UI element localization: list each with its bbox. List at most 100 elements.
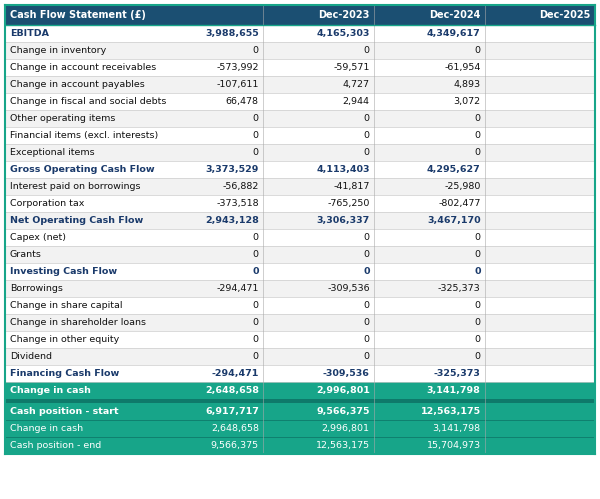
Text: Dec-2023: Dec-2023 bbox=[319, 10, 370, 20]
Text: 4,727: 4,727 bbox=[343, 80, 370, 89]
Text: 12,563,175: 12,563,175 bbox=[316, 441, 370, 450]
Text: 0: 0 bbox=[253, 46, 259, 55]
Text: -309,536: -309,536 bbox=[323, 369, 370, 378]
Text: Cash position - start: Cash position - start bbox=[10, 407, 119, 416]
Bar bbox=[5, 382, 595, 399]
Bar bbox=[5, 348, 595, 365]
Text: Borrowings: Borrowings bbox=[10, 284, 63, 293]
Bar bbox=[5, 246, 595, 263]
Text: 3,306,337: 3,306,337 bbox=[317, 216, 370, 225]
Text: -373,518: -373,518 bbox=[216, 199, 259, 208]
Bar bbox=[5, 195, 595, 212]
Text: -59,571: -59,571 bbox=[334, 63, 370, 72]
Bar bbox=[5, 5, 595, 25]
Text: Financing Cash Flow: Financing Cash Flow bbox=[10, 369, 119, 378]
Text: -765,250: -765,250 bbox=[328, 199, 370, 208]
Bar bbox=[5, 314, 595, 331]
Text: -294,471: -294,471 bbox=[211, 369, 259, 378]
Text: -802,477: -802,477 bbox=[438, 199, 481, 208]
Text: Capex (net): Capex (net) bbox=[10, 233, 66, 242]
Text: 0: 0 bbox=[364, 250, 370, 259]
Text: EBITDA: EBITDA bbox=[10, 29, 49, 38]
Text: 3,373,529: 3,373,529 bbox=[205, 165, 259, 174]
Bar bbox=[5, 437, 595, 454]
Bar bbox=[5, 144, 595, 161]
Text: 4,349,617: 4,349,617 bbox=[427, 29, 481, 38]
Text: 4,165,303: 4,165,303 bbox=[316, 29, 370, 38]
Text: -294,471: -294,471 bbox=[217, 284, 259, 293]
Text: 66,478: 66,478 bbox=[226, 97, 259, 106]
Text: 4,295,627: 4,295,627 bbox=[427, 165, 481, 174]
Text: 0: 0 bbox=[364, 318, 370, 327]
Text: -25,980: -25,980 bbox=[444, 182, 481, 191]
Text: Financial items (excl. interests): Financial items (excl. interests) bbox=[10, 131, 158, 140]
Text: 15,704,973: 15,704,973 bbox=[427, 441, 481, 450]
Text: 0: 0 bbox=[475, 352, 481, 361]
Text: 6,917,717: 6,917,717 bbox=[205, 407, 259, 416]
Text: 0: 0 bbox=[364, 335, 370, 344]
Bar bbox=[5, 127, 595, 144]
Text: 0: 0 bbox=[253, 250, 259, 259]
Text: 0: 0 bbox=[364, 114, 370, 123]
Text: 2,943,128: 2,943,128 bbox=[205, 216, 259, 225]
Bar bbox=[5, 59, 595, 76]
Text: Change in share capital: Change in share capital bbox=[10, 301, 122, 310]
Text: 0: 0 bbox=[475, 148, 481, 157]
Text: -107,611: -107,611 bbox=[217, 80, 259, 89]
Bar bbox=[5, 420, 595, 437]
Text: -41,817: -41,817 bbox=[334, 182, 370, 191]
Text: 3,141,798: 3,141,798 bbox=[433, 424, 481, 433]
Text: 2,648,658: 2,648,658 bbox=[205, 386, 259, 395]
Text: 0: 0 bbox=[474, 267, 481, 276]
Text: 3,988,655: 3,988,655 bbox=[205, 29, 259, 38]
Bar bbox=[5, 25, 595, 42]
Bar bbox=[5, 399, 595, 403]
Text: 2,944: 2,944 bbox=[343, 97, 370, 106]
Text: 0: 0 bbox=[253, 233, 259, 242]
Text: 0: 0 bbox=[363, 267, 370, 276]
Text: 9,566,375: 9,566,375 bbox=[211, 441, 259, 450]
Text: Change in inventory: Change in inventory bbox=[10, 46, 106, 55]
Text: Dividend: Dividend bbox=[10, 352, 52, 361]
Text: 0: 0 bbox=[364, 148, 370, 157]
Text: 0: 0 bbox=[475, 46, 481, 55]
Text: Investing Cash Flow: Investing Cash Flow bbox=[10, 267, 117, 276]
Bar bbox=[5, 93, 595, 110]
Text: 9,566,375: 9,566,375 bbox=[316, 407, 370, 416]
Bar bbox=[5, 297, 595, 314]
Text: Grants: Grants bbox=[10, 250, 42, 259]
Text: 0: 0 bbox=[364, 233, 370, 242]
Text: Cash position - end: Cash position - end bbox=[10, 441, 101, 450]
Bar bbox=[5, 280, 595, 297]
Text: Change in account payables: Change in account payables bbox=[10, 80, 145, 89]
Text: -325,373: -325,373 bbox=[434, 369, 481, 378]
Text: Gross Operating Cash Flow: Gross Operating Cash Flow bbox=[10, 165, 155, 174]
Text: Change in account receivables: Change in account receivables bbox=[10, 63, 156, 72]
Text: Interest paid on borrowings: Interest paid on borrowings bbox=[10, 182, 140, 191]
Text: 0: 0 bbox=[253, 318, 259, 327]
Text: 0: 0 bbox=[364, 46, 370, 55]
Text: 0: 0 bbox=[475, 233, 481, 242]
Text: Net Operating Cash Flow: Net Operating Cash Flow bbox=[10, 216, 143, 225]
Text: 2,648,658: 2,648,658 bbox=[211, 424, 259, 433]
Text: 0: 0 bbox=[475, 301, 481, 310]
Bar bbox=[5, 263, 595, 280]
Text: 0: 0 bbox=[475, 335, 481, 344]
Text: 2,996,801: 2,996,801 bbox=[322, 424, 370, 433]
Bar bbox=[5, 76, 595, 93]
Text: 0: 0 bbox=[475, 250, 481, 259]
Text: 0: 0 bbox=[364, 131, 370, 140]
Text: 0: 0 bbox=[253, 267, 259, 276]
Text: -56,882: -56,882 bbox=[223, 182, 259, 191]
Text: 3,072: 3,072 bbox=[454, 97, 481, 106]
Text: 0: 0 bbox=[475, 318, 481, 327]
Bar bbox=[5, 331, 595, 348]
Bar bbox=[5, 403, 595, 420]
Text: 4,113,403: 4,113,403 bbox=[316, 165, 370, 174]
Text: Other operating items: Other operating items bbox=[10, 114, 115, 123]
Text: 0: 0 bbox=[253, 148, 259, 157]
Text: Change in cash: Change in cash bbox=[10, 424, 83, 433]
Text: 0: 0 bbox=[253, 352, 259, 361]
Text: Dec-2025: Dec-2025 bbox=[539, 10, 591, 20]
Text: 0: 0 bbox=[364, 301, 370, 310]
